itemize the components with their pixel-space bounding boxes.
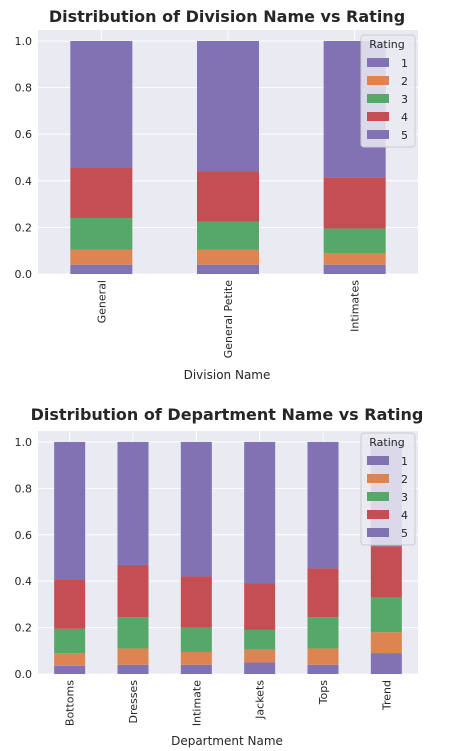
department-ytick-label: 0.2 bbox=[15, 622, 33, 635]
division-ytick-label: 1.0 bbox=[15, 35, 33, 48]
department-bar-trend-rating-4 bbox=[370, 546, 402, 598]
division-legend-label: 3 bbox=[401, 93, 408, 106]
department-x-axis-label: Department Name bbox=[171, 734, 283, 748]
department-bar-bottoms-rating-2 bbox=[54, 653, 86, 666]
department-bar-tops-rating-4 bbox=[307, 568, 339, 618]
division-x-axis-label: Division Name bbox=[184, 368, 271, 382]
division-legend-swatch bbox=[367, 58, 389, 67]
division-ytick-label: 0.6 bbox=[15, 128, 33, 141]
department-bar-trend-rating-3 bbox=[370, 597, 402, 633]
department-bar-bottoms-rating-3 bbox=[54, 628, 86, 654]
department-xtick-label: Bottoms bbox=[64, 680, 77, 726]
department-legend-swatch bbox=[367, 510, 389, 519]
department-bar-dresses-rating-4 bbox=[117, 564, 149, 618]
department-legend-title: Rating bbox=[369, 436, 404, 449]
division-bar-general-petite-rating-2 bbox=[197, 249, 259, 265]
department-bar-bottoms-rating-1 bbox=[54, 665, 86, 674]
department-xtick-label: Intimate bbox=[190, 680, 203, 726]
department-xtick-label: Tops bbox=[317, 680, 330, 706]
department-bar-intimate-rating-2 bbox=[180, 651, 212, 665]
department-bar-jackets-rating-2 bbox=[244, 649, 276, 663]
division-legend-swatch bbox=[367, 112, 389, 121]
department-chart: Distribution of Department Name vs Ratin… bbox=[0, 398, 454, 751]
department-xtick-label: Dresses bbox=[127, 680, 140, 724]
department-plot-area bbox=[38, 431, 418, 674]
division-xtick-label: General Petite bbox=[222, 280, 235, 359]
department-bar-trend-rating-2 bbox=[370, 632, 402, 654]
division-ytick-label: 0.8 bbox=[15, 82, 33, 95]
division-bar-intimates-rating-3 bbox=[323, 228, 386, 254]
division-chart-svg: Distribution of Division Name vs Rating 0… bbox=[15, 7, 418, 382]
division-bar-general-rating-5 bbox=[70, 40, 133, 168]
department-xtick-label: Trend bbox=[380, 680, 393, 711]
division-bar-intimates-rating-4 bbox=[323, 177, 386, 229]
department-bar-jackets-rating-4 bbox=[244, 583, 276, 630]
division-bar-general-rating-2 bbox=[70, 249, 133, 265]
division-bar-general-petite-rating-1 bbox=[197, 264, 259, 274]
division-bar-general-petite-rating-3 bbox=[197, 221, 259, 250]
department-bar-intimate-rating-5 bbox=[180, 441, 212, 577]
division-chart: Distribution of Division Name vs Rating 0… bbox=[15, 7, 418, 382]
department-bar-tops-rating-5 bbox=[307, 441, 339, 569]
department-ytick-label: 0.8 bbox=[15, 482, 33, 495]
division-bar-intimates-rating-2 bbox=[323, 253, 386, 265]
department-bar-intimate-rating-4 bbox=[180, 576, 212, 628]
division-legend: Rating 1 2 3 4 5 bbox=[360, 34, 416, 148]
department-legend-label: 3 bbox=[401, 491, 408, 504]
department-bar-intimate-rating-3 bbox=[180, 627, 212, 652]
department-ytick-label: 0.0 bbox=[15, 668, 33, 681]
division-legend-label: 4 bbox=[401, 111, 408, 124]
department-bar-dresses-rating-1 bbox=[117, 664, 149, 674]
division-legend-label: 2 bbox=[401, 75, 408, 88]
division-legend-title: Rating bbox=[369, 38, 404, 51]
department-bar-bottoms-rating-5 bbox=[54, 441, 86, 581]
department-bar-jackets-rating-1 bbox=[244, 662, 276, 674]
division-bar-general-rating-3 bbox=[70, 218, 133, 250]
department-legend: Rating 1 2 3 4 5 bbox=[360, 432, 416, 546]
division-ytick-label: 0.2 bbox=[15, 221, 33, 234]
division-legend-swatch bbox=[367, 76, 389, 85]
department-legend-label: 1 bbox=[401, 455, 408, 468]
department-legend-swatch bbox=[367, 474, 389, 483]
division-ytick-label: 0.0 bbox=[15, 268, 33, 281]
department-xtick-label: Jackets bbox=[254, 680, 267, 720]
division-legend-label: 5 bbox=[401, 129, 408, 142]
department-bar-dresses-rating-2 bbox=[117, 648, 149, 665]
department-bar-tops-rating-3 bbox=[307, 617, 339, 649]
department-bar-jackets-rating-3 bbox=[244, 629, 276, 650]
department-legend-label: 4 bbox=[401, 509, 408, 522]
department-bar-bottoms-rating-4 bbox=[54, 580, 86, 629]
division-legend-label: 1 bbox=[401, 57, 408, 70]
department-bar-dresses-rating-5 bbox=[117, 441, 149, 565]
department-legend-swatch bbox=[367, 456, 389, 465]
division-bar-general-petite-rating-4 bbox=[197, 171, 259, 222]
department-bar-intimate-rating-1 bbox=[180, 664, 212, 674]
department-legend-label: 5 bbox=[401, 527, 408, 540]
department-ytick-label: 0.4 bbox=[15, 575, 33, 588]
division-chart-title: Distribution of Division Name vs Rating bbox=[49, 7, 405, 26]
department-bar-tops-rating-1 bbox=[307, 664, 339, 674]
department-bar-tops-rating-2 bbox=[307, 648, 339, 665]
department-bar-dresses-rating-3 bbox=[117, 617, 149, 649]
division-bar-general-rating-4 bbox=[70, 167, 133, 219]
division-legend-swatch bbox=[367, 94, 389, 103]
department-ytick-label: 1.0 bbox=[15, 436, 33, 449]
department-bar-trend-rating-1 bbox=[370, 653, 402, 674]
division-ytick-label: 0.4 bbox=[15, 175, 33, 188]
division-bar-intimates-rating-1 bbox=[323, 264, 386, 274]
department-legend-label: 2 bbox=[401, 473, 408, 486]
division-xtick-label: Intimates bbox=[349, 280, 362, 332]
department-bar-jackets-rating-5 bbox=[244, 441, 276, 584]
department-chart-svg: Distribution of Department Name vs Ratin… bbox=[15, 405, 424, 748]
department-legend-swatch bbox=[367, 492, 389, 501]
division-legend-swatch bbox=[367, 130, 389, 139]
department-chart-title: Distribution of Department Name vs Ratin… bbox=[31, 405, 424, 424]
department-ytick-label: 0.6 bbox=[15, 529, 33, 542]
division-xtick-label: General bbox=[95, 280, 108, 323]
department-legend-swatch bbox=[367, 528, 389, 537]
division-bar-general-petite-rating-5 bbox=[197, 40, 259, 172]
division-bar-general-rating-1 bbox=[70, 264, 133, 274]
